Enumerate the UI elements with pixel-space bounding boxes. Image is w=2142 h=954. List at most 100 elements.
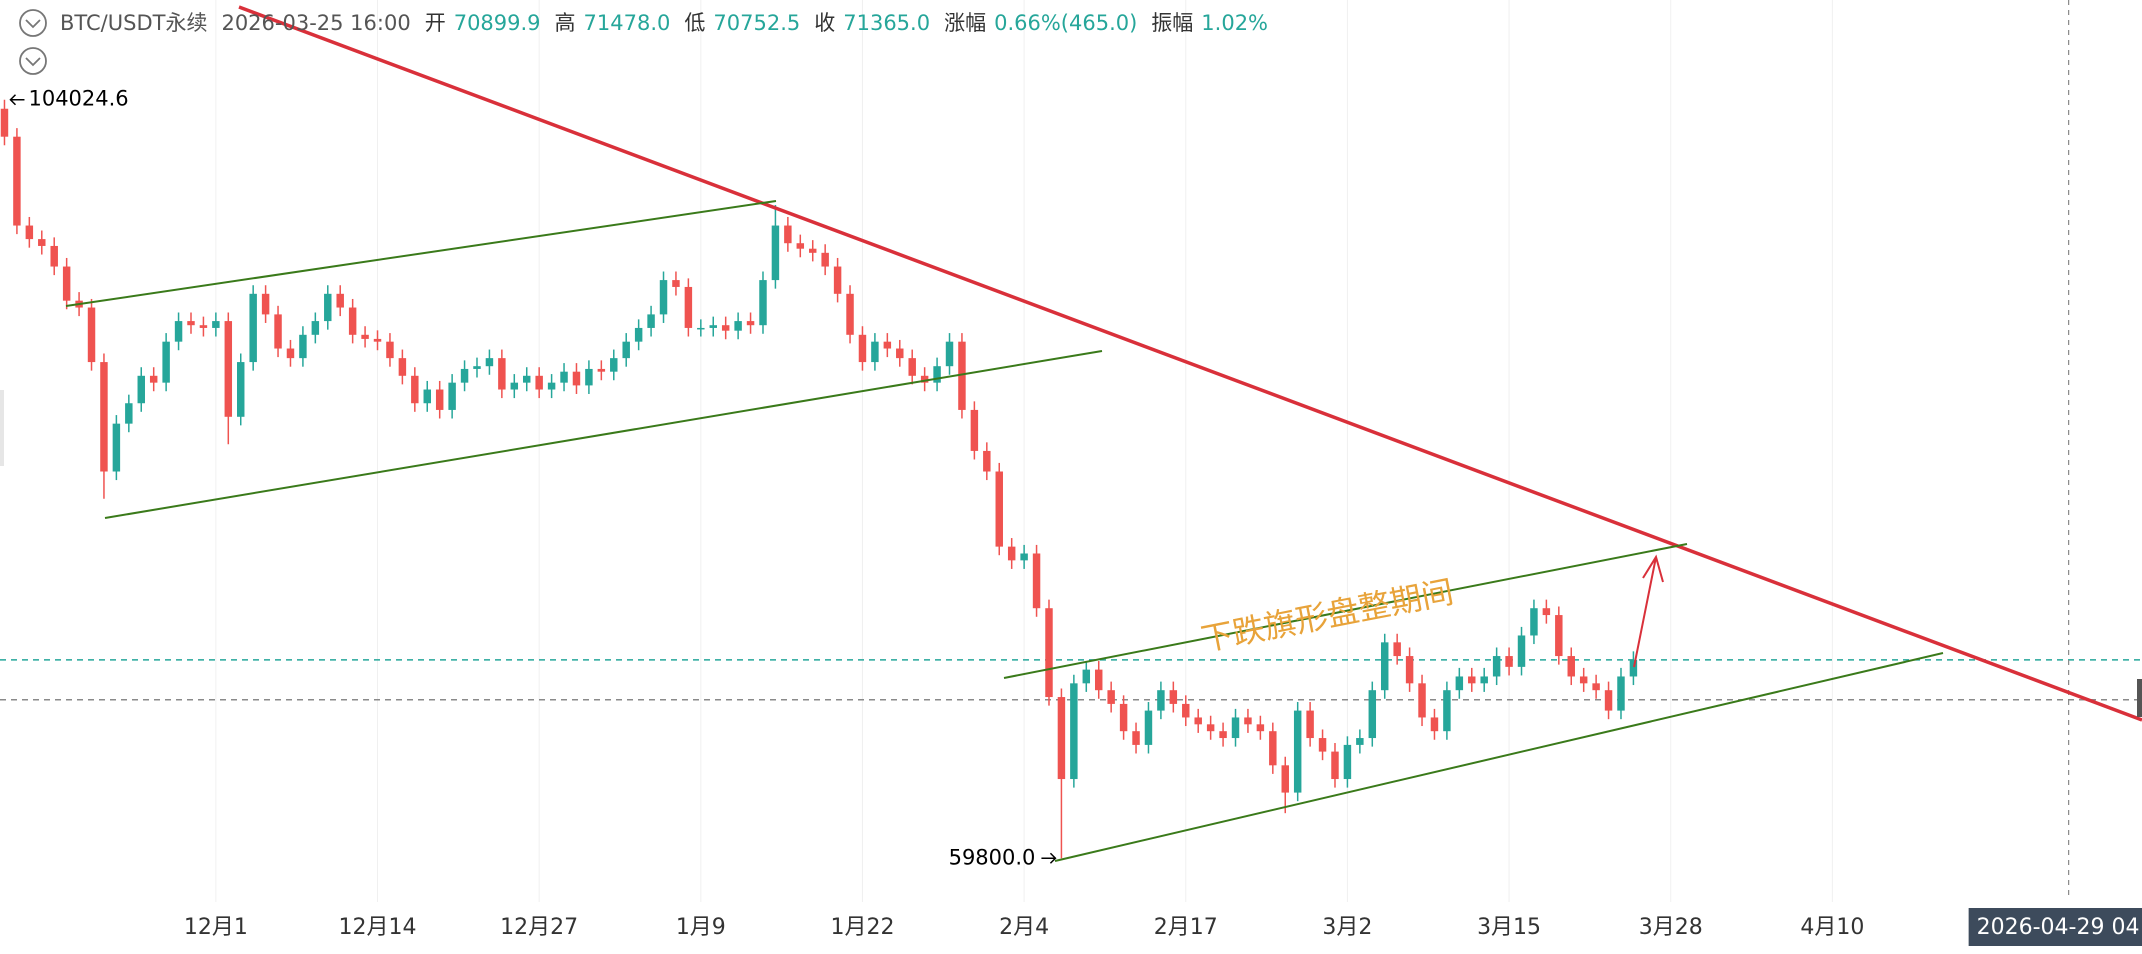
side-tab xyxy=(0,390,4,466)
header-icons xyxy=(19,9,47,75)
candle-body xyxy=(498,358,506,390)
candle-body xyxy=(1293,710,1302,793)
candle-body xyxy=(1405,656,1414,684)
candle-body xyxy=(659,280,668,315)
pattern-label: 下跌旗形盘整期间 xyxy=(1198,573,1457,659)
candles xyxy=(0,99,1638,859)
x-tick-label: 1月9 xyxy=(676,915,726,940)
candle-body xyxy=(1579,676,1588,684)
candle-body xyxy=(1144,710,1153,745)
candle-body xyxy=(1244,717,1252,725)
candle-body xyxy=(174,321,183,342)
x-tick-label: 12月14 xyxy=(339,915,417,940)
candle-body xyxy=(1530,608,1538,636)
candle-body xyxy=(610,358,618,372)
candle-body xyxy=(1567,656,1575,677)
header-value: 71478.0 xyxy=(583,11,671,35)
arrow xyxy=(1633,554,1664,668)
candle-body xyxy=(411,375,419,404)
x-tick-label: 4月10 xyxy=(1800,915,1864,940)
candle-body xyxy=(1368,690,1377,739)
candle-body xyxy=(299,334,307,359)
candle-body xyxy=(1269,731,1277,766)
candle-body xyxy=(50,245,58,267)
candle-body xyxy=(721,325,730,331)
x-tick-label: 3月15 xyxy=(1477,915,1541,940)
candle-body xyxy=(25,225,34,240)
candle-body xyxy=(473,366,481,369)
x-tick-label: 2月4 xyxy=(999,915,1049,940)
candle-body xyxy=(684,286,693,328)
candle-body xyxy=(883,341,892,349)
header-value: 71365.0 xyxy=(843,11,931,35)
candle-body xyxy=(1169,690,1178,704)
candle-body xyxy=(709,325,717,328)
candle-body xyxy=(1132,731,1140,745)
candle-body xyxy=(1256,724,1265,732)
candle-body xyxy=(1343,744,1352,780)
candle-body xyxy=(448,382,456,410)
candle-body xyxy=(398,358,407,376)
candle-body xyxy=(224,321,233,417)
candle-body xyxy=(324,293,332,322)
candle-body xyxy=(908,358,916,376)
candle-body xyxy=(920,375,929,383)
candle-body xyxy=(1356,738,1364,745)
drawings xyxy=(0,5,2142,862)
candle-body xyxy=(510,382,519,390)
candle-body xyxy=(249,293,257,363)
candle-body xyxy=(896,348,904,359)
x-tick-label: 3月28 xyxy=(1639,915,1703,940)
x-tick-label: 12月1 xyxy=(184,915,248,940)
candle-body xyxy=(1443,690,1451,732)
candle-body xyxy=(348,307,357,335)
candle-body xyxy=(1380,642,1389,691)
candle-body xyxy=(1182,703,1190,718)
candle-body xyxy=(759,280,767,326)
candle-body xyxy=(1070,683,1078,780)
candle-body xyxy=(523,375,531,383)
header-label: 振幅 xyxy=(1151,11,1194,35)
annotation-label: 104024.6 xyxy=(28,87,128,111)
x-tick-label: 1月22 xyxy=(830,915,894,940)
candle-body xyxy=(970,409,979,451)
channel-line xyxy=(1003,543,1688,679)
header-value: 70752.5 xyxy=(713,11,801,35)
candle-body xyxy=(125,403,133,424)
candle-body xyxy=(1331,751,1339,780)
header-label: 收 xyxy=(814,11,836,35)
candle-body xyxy=(0,108,9,137)
candle-body xyxy=(672,280,680,287)
annotation-label: 59800.0 xyxy=(949,845,1036,869)
header-label: 开 xyxy=(424,11,446,35)
candle-body xyxy=(585,368,593,386)
grid xyxy=(215,0,1833,902)
candle-body xyxy=(1219,731,1227,739)
candle-body xyxy=(784,225,792,244)
header-label: 低 xyxy=(684,11,706,35)
candle-body xyxy=(547,382,556,390)
candle-body xyxy=(1418,683,1426,718)
channel-line xyxy=(104,350,1103,519)
candle-body xyxy=(1468,676,1476,684)
candle-body xyxy=(137,375,145,404)
candle-body xyxy=(945,341,954,367)
header-label: 涨幅 xyxy=(944,11,987,35)
candle-body xyxy=(199,325,208,328)
candle-body xyxy=(149,375,158,383)
candle-body xyxy=(1604,690,1613,711)
header-value: 1.02% xyxy=(1201,11,1269,35)
annotations: 104024.6 59800.0 xyxy=(9,87,1057,869)
candle-body xyxy=(112,423,121,472)
candle-body xyxy=(933,366,941,383)
header-label: 高 xyxy=(554,11,576,35)
candle-body xyxy=(336,293,344,308)
candle-body xyxy=(311,321,320,335)
trend-line xyxy=(238,5,2142,722)
candle-body xyxy=(460,368,469,383)
time: 2026-03-25 16:00 xyxy=(221,11,411,35)
candle-body xyxy=(1306,710,1314,739)
candle-body xyxy=(1517,635,1526,667)
